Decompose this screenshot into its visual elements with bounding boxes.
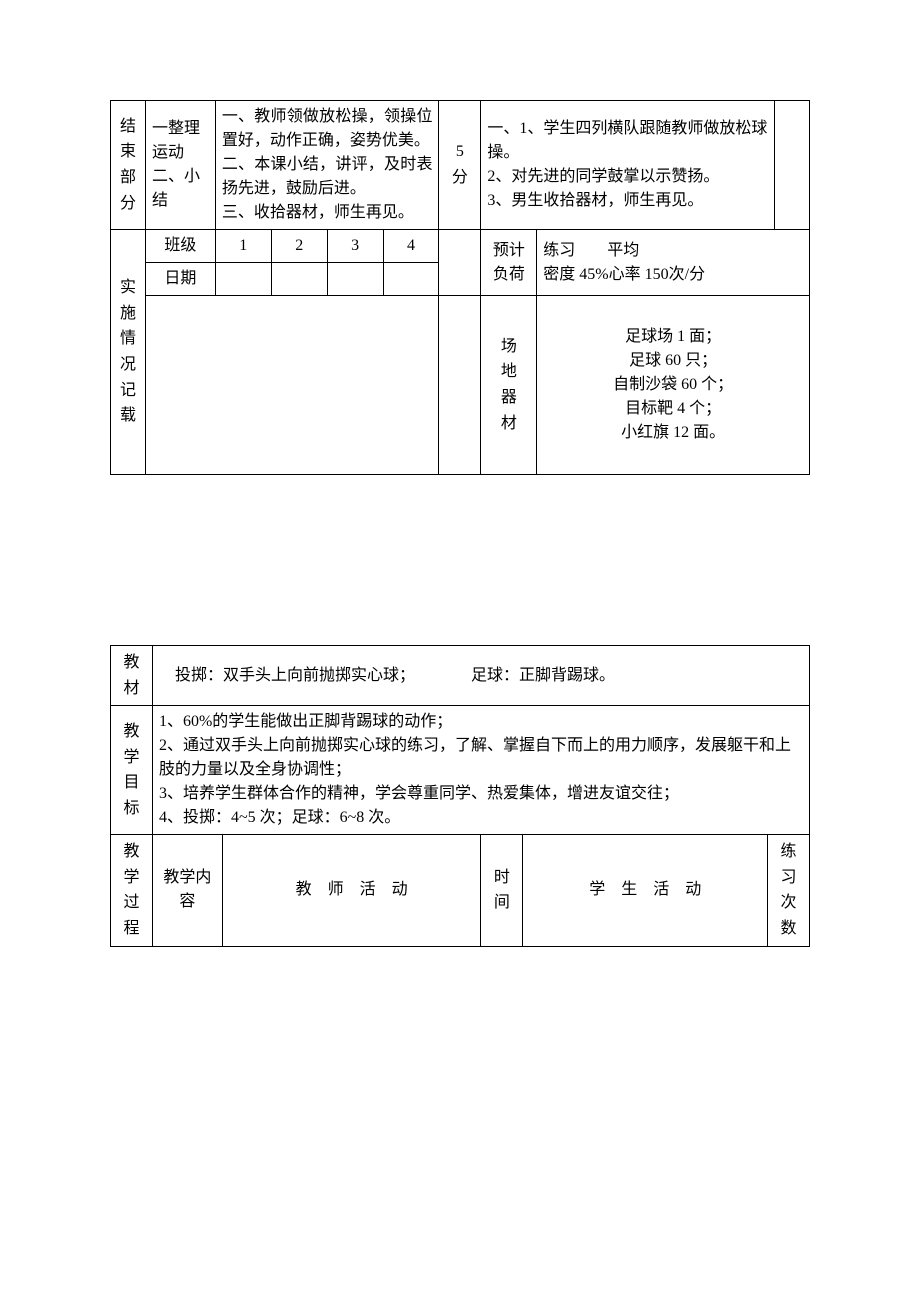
table-row: 实施情况记载 班级 1 2 3 4 预计负荷 练习 平均 密度 45%心率 15… <box>111 230 810 263</box>
date-4 <box>383 263 439 296</box>
material-label: 教材 <box>111 646 153 706</box>
teacher-activity-label: 教 师 活 动 <box>222 835 481 946</box>
table-row: 教学目标 1、60%的学生能做出正脚背踢球的动作； 2、通过双手头上向前抛掷实心… <box>111 706 810 835</box>
teaching-content-label: 教学内容 <box>152 835 222 946</box>
upper-table: 结束部分 一整理运动 二、小结 一、教师领做放松操，领操位置好，动作正确，姿势优… <box>110 100 810 475</box>
col-1: 1 <box>215 230 271 263</box>
empty-cell <box>439 296 481 475</box>
table-row: 结束部分 一整理运动 二、小结 一、教师领做放松操，领操位置好，动作正确，姿势优… <box>111 101 810 230</box>
practice-count-label: 练习次数 <box>768 835 810 946</box>
conclusion-content: 一整理运动 二、小结 <box>145 101 215 230</box>
date-1 <box>215 263 271 296</box>
col-2: 2 <box>271 230 327 263</box>
empty-cell <box>439 230 481 296</box>
teaching-process-label: 教学过程 <box>111 835 153 946</box>
student-activity-label: 学 生 活 动 <box>523 835 768 946</box>
venue-equipment-label: 场地器材 <box>481 296 537 475</box>
time-cell: 5分 <box>439 101 481 230</box>
implementation-record-label: 实施情况记载 <box>111 230 146 475</box>
date-3 <box>327 263 383 296</box>
student-activity-cell: 一、1、学生四列横队跟随教师做放松球操。 2、对先进的同学鼓掌以示赞扬。 3、男… <box>481 101 775 230</box>
lower-table: 教材 投掷：双手头上向前抛掷实心球； 足球：正脚背踢球。 教学目标 1、60%的… <box>110 645 810 947</box>
expected-load-label: 预计负荷 <box>481 230 537 296</box>
teacher-activity-cell: 一、教师领做放松操，领操位置好，动作正确，姿势优美。 二、本课小结，讲评，及时表… <box>215 101 439 230</box>
material-value: 投掷：双手头上向前抛掷实心球； 足球：正脚背踢球。 <box>152 646 809 706</box>
expected-load-value: 练习 平均 密度 45%心率 150次/分 <box>537 230 810 296</box>
table-row: 教材 投掷：双手头上向前抛掷实心球； 足球：正脚背踢球。 <box>111 646 810 706</box>
date-2 <box>271 263 327 296</box>
conclusion-section-label: 结束部分 <box>111 101 146 230</box>
table-row: 教学过程 教学内容 教 师 活 动 时间 学 生 活 动 练习次数 <box>111 835 810 946</box>
table-row: 场地器材 足球场 1 面； 足球 60 只； 自制沙袋 60 个； 目标靶 4 … <box>111 296 810 475</box>
time-label: 时间 <box>481 835 523 946</box>
date-label: 日期 <box>145 263 215 296</box>
teaching-goal-value: 1、60%的学生能做出正脚背踢球的动作； 2、通过双手头上向前抛掷实心球的练习，… <box>152 706 809 835</box>
record-area <box>145 296 439 475</box>
col-3: 3 <box>327 230 383 263</box>
col-4: 4 <box>383 230 439 263</box>
venue-equipment-value: 足球场 1 面； 足球 60 只； 自制沙袋 60 个； 目标靶 4 个； 小红… <box>537 296 810 475</box>
empty-cell <box>774 101 809 230</box>
class-label: 班级 <box>145 230 215 263</box>
spacer <box>110 475 810 645</box>
teaching-goal-label: 教学目标 <box>111 706 153 835</box>
